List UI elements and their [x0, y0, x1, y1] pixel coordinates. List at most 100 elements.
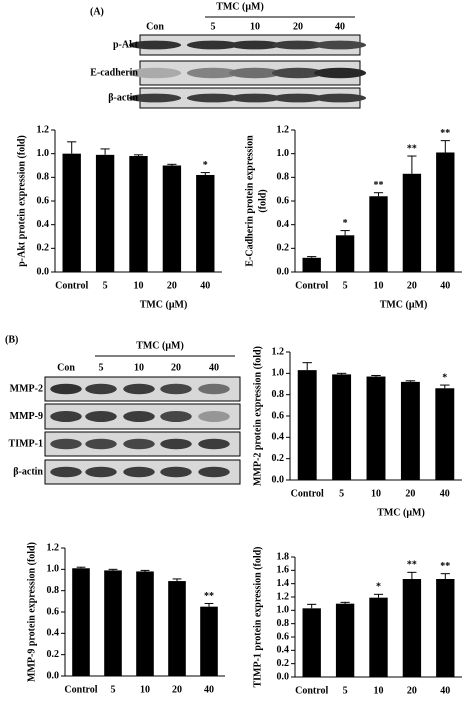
band — [313, 40, 367, 50]
x-tick-label: 40 — [440, 488, 450, 499]
y-tick-label: 0.8 — [277, 618, 290, 629]
x-axis-label: TMC (μM) — [380, 299, 428, 310]
lane-label: 40 — [209, 362, 219, 373]
significance: ** — [407, 560, 417, 571]
lane-label: 5 — [211, 21, 216, 32]
bar — [196, 174, 215, 272]
y-tick-label: 0.0 — [277, 266, 290, 277]
y-tick-label: 0.8 — [47, 585, 60, 596]
significance: ** — [374, 180, 384, 191]
blot-row-label: MMP-9 — [10, 411, 43, 422]
treatment-label: TMC (μM) — [136, 340, 184, 351]
band — [123, 383, 155, 395]
lane-label: Con — [57, 362, 75, 373]
x-tick-label: 10 — [371, 488, 381, 499]
y-tick-label: 0.8 — [277, 172, 290, 183]
lane-label: 10 — [250, 21, 260, 32]
y-tick-label: 0.6 — [272, 410, 285, 421]
significance: ** — [407, 143, 417, 154]
band — [128, 40, 182, 50]
bar — [335, 603, 355, 677]
y-tick-label: 1.2 — [277, 591, 290, 602]
significance: ** — [204, 591, 214, 602]
band — [128, 93, 182, 103]
y-tick-label: 0.2 — [37, 243, 50, 254]
band — [228, 67, 282, 79]
y-tick-label: 0.0 — [47, 670, 60, 681]
x-tick-label: 10 — [140, 684, 150, 695]
bar — [402, 579, 422, 677]
bar — [104, 570, 122, 676]
lane-label: 10 — [134, 362, 144, 373]
y-tick-label: 0.2 — [272, 453, 285, 464]
y-tick-label: 0.8 — [272, 389, 285, 400]
bar — [369, 597, 388, 677]
x-tick-label: 5 — [339, 488, 344, 499]
significance: * — [343, 218, 348, 229]
bar — [402, 173, 422, 272]
lane-label: 20 — [293, 21, 303, 32]
band — [160, 466, 192, 478]
blot-row-label: MMP-2 — [10, 383, 43, 394]
band — [160, 438, 192, 450]
band — [160, 411, 192, 422]
y-tick-label: 1.8 — [277, 551, 290, 562]
x-tick-label: 10 — [374, 685, 384, 696]
band — [313, 67, 367, 79]
bar — [297, 370, 317, 480]
y-axis-label: (fold) — [257, 189, 268, 212]
significance: * — [376, 582, 381, 593]
band — [85, 466, 117, 478]
y-tick-label: 1.2 — [47, 542, 60, 553]
x-tick-label: Control — [291, 488, 324, 499]
y-tick-label: 0.6 — [37, 195, 50, 206]
bar — [162, 165, 182, 272]
lane-label: 20 — [171, 362, 181, 373]
y-tick-label: 1.2 — [272, 346, 285, 357]
bar — [369, 196, 388, 272]
band — [271, 93, 325, 103]
x-tick-label: 20 — [172, 684, 182, 695]
y-axis-label: MMP-2 protein expression (fold) — [252, 346, 263, 486]
bar — [72, 568, 90, 676]
blot-row-label: E-cadherin — [90, 67, 138, 78]
bar — [436, 152, 455, 272]
y-tick-label: 0.2 — [277, 243, 290, 254]
lane-label: 40 — [335, 21, 345, 32]
y-tick-label: 0.4 — [272, 432, 285, 443]
blot-row-label: β-actin — [13, 466, 43, 477]
bar — [366, 376, 386, 480]
y-tick-label: 0.2 — [277, 658, 290, 669]
x-tick-label: 5 — [343, 280, 348, 291]
x-tick-label: 20 — [407, 280, 417, 291]
y-tick-label: 0.4 — [47, 628, 60, 639]
y-tick-label: 1.4 — [277, 578, 290, 589]
band — [228, 93, 282, 103]
y-tick-label: 1.2 — [277, 124, 290, 135]
band — [50, 411, 82, 422]
x-tick-label: 20 — [407, 685, 417, 696]
x-tick-label: 40 — [440, 280, 450, 291]
blot-row-label: p-Akt — [113, 39, 139, 50]
x-tick-label: Control — [55, 280, 88, 291]
y-axis-label: MMP-9 protein expression (fold) — [26, 542, 37, 682]
significance: ** — [440, 561, 450, 572]
y-tick-label: 0.0 — [277, 671, 290, 682]
band — [198, 438, 230, 450]
x-tick-label: 40 — [200, 280, 210, 291]
y-tick-label: 1.0 — [37, 148, 50, 159]
x-tick-label: Control — [295, 280, 328, 291]
bar — [62, 153, 81, 272]
y-tick-label: 1.6 — [277, 565, 290, 576]
significance: * — [442, 372, 447, 383]
x-tick-label: 10 — [374, 280, 384, 291]
significance: ** — [440, 128, 450, 139]
y-tick-label: 0.2 — [47, 649, 60, 660]
x-tick-label: 40 — [440, 685, 450, 696]
x-tick-label: 10 — [134, 280, 144, 291]
band — [128, 67, 182, 79]
y-tick-label: 1.0 — [277, 605, 290, 616]
band — [85, 438, 117, 450]
band — [123, 466, 155, 478]
panel-label: (B) — [5, 334, 18, 345]
